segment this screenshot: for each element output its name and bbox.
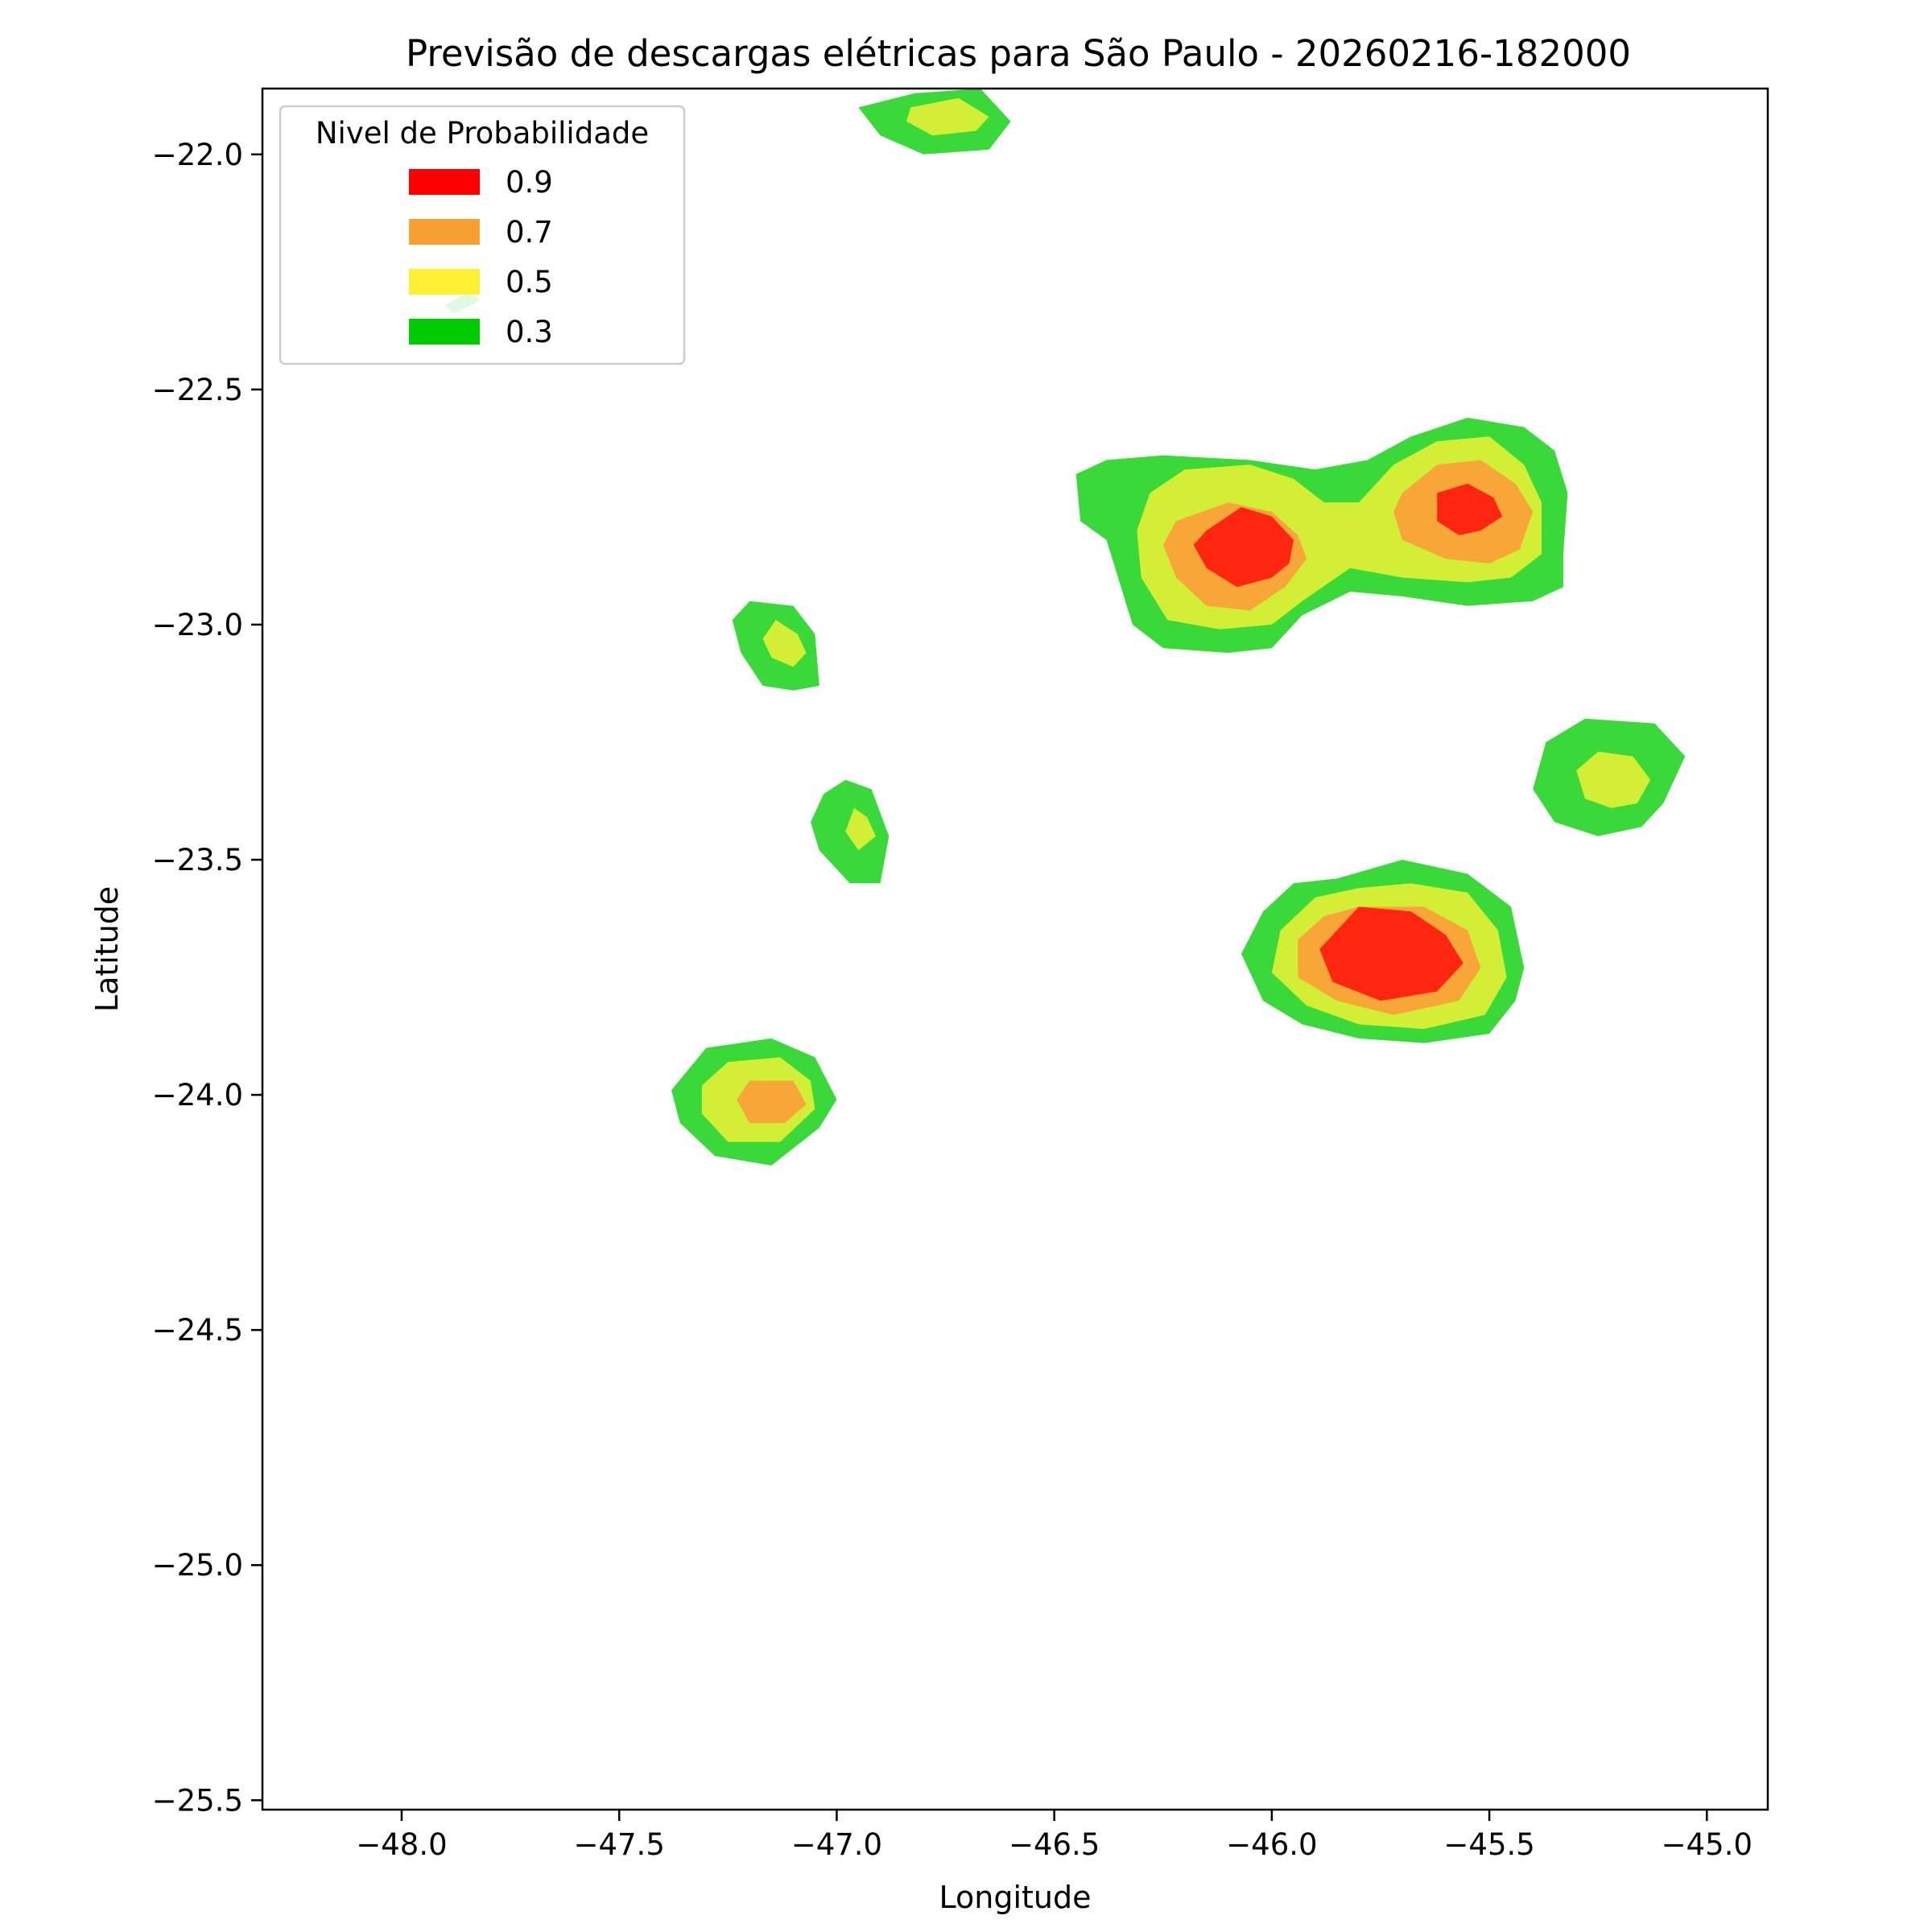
legend-entries: 0.9 0.7 0.5 0.3 xyxy=(409,165,553,349)
legend-label: 0.5 xyxy=(506,265,553,299)
small-central-cell xyxy=(811,779,890,884)
y-tick-label: −23.0 xyxy=(152,608,243,642)
contour-level-0-9 xyxy=(1437,483,1503,535)
legend: Nivel de Probabilidade 0.9 0.7 0.5 0.3 xyxy=(279,105,686,365)
x-tick-label: −45.0 xyxy=(1662,1827,1752,1862)
chart-title: Previsão de descargas elétricas para São… xyxy=(406,32,1631,75)
contour-level-0-5 xyxy=(762,620,807,667)
legend-label: 0.7 xyxy=(506,215,553,250)
y-tick-label: −25.0 xyxy=(152,1548,243,1583)
y-tick-label: −25.5 xyxy=(152,1783,243,1818)
contour-level-0-9 xyxy=(1319,906,1463,1001)
x-tick-label: −46.5 xyxy=(1009,1827,1100,1862)
north-cell xyxy=(858,89,1011,155)
legend-swatch xyxy=(409,169,480,195)
southwest-cell xyxy=(671,1038,837,1166)
y-axis-label: Latitude xyxy=(89,886,125,1012)
contour-level-0-7 xyxy=(737,1080,807,1124)
x-tick-label: −46.0 xyxy=(1226,1827,1317,1862)
x-axis-ticks: −48.0 −47.5 −47.0 −46.5 −46.0 −45.5 −45.0 xyxy=(356,1810,1752,1862)
y-tick-label: −24.0 xyxy=(152,1078,243,1113)
y-tick-label: −24.5 xyxy=(152,1313,243,1348)
east-cell xyxy=(1533,718,1686,836)
legend-box xyxy=(279,105,686,365)
x-tick-label: −45.5 xyxy=(1443,1827,1534,1862)
contour-level-0-5 xyxy=(1576,751,1651,808)
plot-frame xyxy=(261,87,1769,1811)
south-central-cell xyxy=(1241,860,1525,1043)
x-tick-label: −47.0 xyxy=(791,1827,882,1862)
y-tick-label: −22.0 xyxy=(152,138,243,172)
legend-swatch xyxy=(409,319,480,345)
contour-layer xyxy=(445,89,1686,1166)
legend-swatch xyxy=(409,219,480,245)
legend-title: Nivel de Probabilidade xyxy=(316,116,649,151)
legend-swatch xyxy=(409,269,480,295)
northeast-cell xyxy=(1075,417,1568,653)
x-axis-label: Longitude xyxy=(939,1880,1092,1915)
y-tick-label: −23.5 xyxy=(152,843,243,877)
west-central-cell xyxy=(732,601,819,691)
legend-label: 0.3 xyxy=(506,315,553,349)
legend-label: 0.9 xyxy=(506,165,553,200)
plot-area xyxy=(445,89,1686,1166)
x-tick-label: −48.0 xyxy=(356,1827,447,1862)
y-tick-label: −22.5 xyxy=(152,373,243,407)
x-tick-label: −47.5 xyxy=(573,1827,664,1862)
contour-level-0-5 xyxy=(845,807,877,851)
contour-level-0-9 xyxy=(1193,506,1294,588)
y-axis-ticks: −22.0 −22.5 −23.0 −23.5 −24.0 −24.5 −25.0 −25.5 xyxy=(152,138,262,1818)
contour-level-0-5 xyxy=(906,97,989,136)
